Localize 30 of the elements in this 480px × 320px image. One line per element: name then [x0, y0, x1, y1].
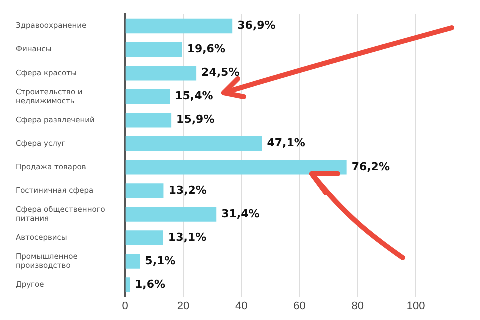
bar — [126, 254, 140, 269]
bar — [126, 230, 164, 246]
bar — [126, 18, 233, 34]
data-label: 19,6% — [187, 42, 226, 56]
bar — [126, 89, 170, 104]
x-tick-label: 40 — [235, 300, 248, 312]
bar — [126, 207, 217, 222]
data-label: 31,4% — [222, 207, 260, 220]
bar — [126, 66, 197, 81]
x-tick-label: 0 — [122, 300, 128, 312]
bar — [126, 42, 182, 58]
data-label: 24,5% — [202, 66, 240, 80]
x-tick-label: 80 — [352, 300, 364, 312]
bar — [126, 160, 347, 175]
data-label: 15,9% — [176, 113, 215, 126]
data-label: 5,1% — [145, 254, 176, 268]
data-label: 47,1% — [267, 136, 306, 150]
data-label: 76,2% — [352, 160, 390, 174]
bar — [126, 136, 262, 152]
data-label: 36,9% — [238, 19, 276, 32]
data-label: 1,6% — [135, 278, 166, 291]
x-tick-label: 100 — [406, 300, 426, 312]
bar — [126, 278, 130, 292]
bar — [126, 112, 172, 128]
data-label: 13,2% — [168, 184, 207, 197]
data-label: 13,1% — [168, 230, 207, 244]
bar — [126, 184, 164, 198]
x-tick-label: 20 — [177, 300, 190, 312]
x-tick-label: 60 — [294, 300, 306, 312]
data-label: 15,4% — [175, 90, 214, 103]
